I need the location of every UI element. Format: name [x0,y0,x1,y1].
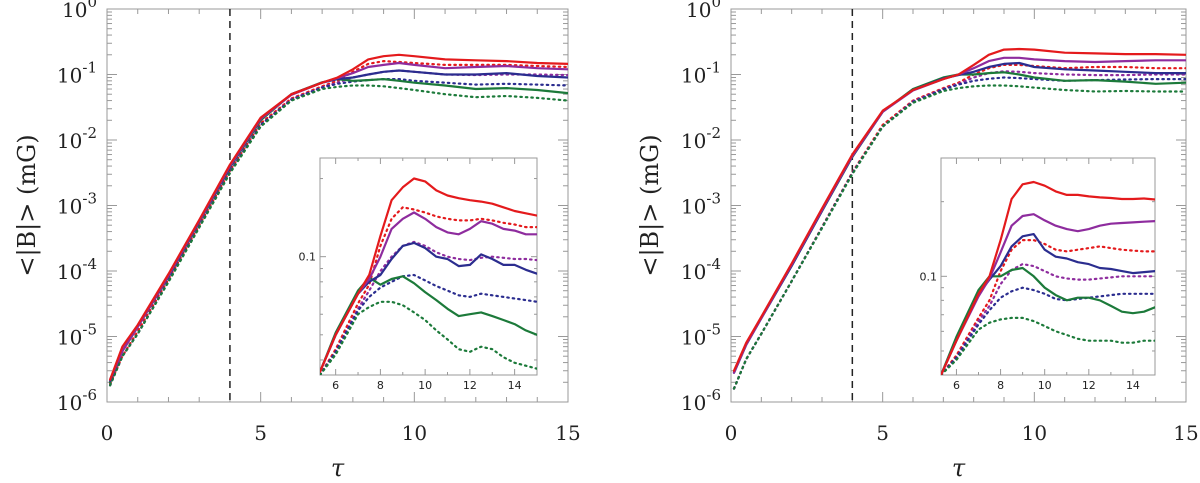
y-tick-label: 10-6 [681,386,721,415]
x-tick-label: 5 [876,421,889,445]
y-tick-label: 100 [62,0,97,22]
x-tick-label: 15 [1173,421,1198,445]
y-axis-label: <|B|> (mG) [636,134,665,276]
inset-series-red-dotted-line [320,206,537,375]
series-red-solid-line [108,53,568,381]
y-tick-label: 100 [686,0,721,22]
inset-x-tick-label: 12 [463,379,477,392]
inset-series-navy-dotted-line [320,273,537,375]
inset-series-navy-solid-line [320,241,537,373]
inset-x-tick-label: 6 [332,379,339,392]
x-axis-label: τ [952,454,966,482]
inset-series-group [941,180,1155,375]
inset-series-purple-dotted-line [941,263,1155,375]
x-tick-label: 15 [555,421,580,445]
x-tick-label: 0 [101,421,114,445]
inset-x-tick-label: 6 [953,379,960,392]
x-tick-label: 10 [402,421,427,445]
y-tick-label: 10-5 [57,321,97,350]
inset-y-tick-label: 0.1 [920,270,938,283]
inset-x-tick-label: 10 [1038,379,1052,392]
inset-frame [940,157,1156,376]
x-tick-label: 10 [1022,421,1047,445]
inset-x-tick-label: 12 [1082,379,1096,392]
y-tick-label: 10-4 [57,255,97,284]
y-tick-label: 10-3 [57,190,97,219]
series-group [732,47,1186,390]
y-tick-label: 10-4 [681,255,721,284]
y-axis-label: <|B|> (mG) [13,134,42,276]
x-axis-label: τ [331,454,345,482]
inset-series-group [320,177,537,375]
y-tick-label: 10-5 [681,321,721,350]
series-green-dotted-line [108,84,568,387]
inset-series-purple-solid-line [320,211,537,373]
inset-series-red-solid-line [941,180,1155,375]
series-green-dotted-line [732,84,1186,390]
inset-x-tick-label: 10 [418,379,432,392]
inset-left: 6 8 10 12 14 0.1 [299,157,538,392]
y-tick-label: 10-2 [57,124,97,153]
series-navy-dotted-line [108,77,568,387]
series-red-solid-line [732,47,1186,372]
panel-left: 10-6 10-5 10-4 10-3 10-2 10-1 100 0 5 10 15 τ <|B|> … [13,0,581,482]
y-tick-label: 10-1 [681,59,721,88]
inset-x-tick-label: 14 [1126,379,1140,392]
y-tick-label: 10-3 [681,190,721,219]
inset-series-red-dotted-line [941,239,1155,375]
series-group [108,53,568,387]
y-tick-label: 10-1 [57,59,97,88]
x-tick-label: 0 [725,421,738,445]
y-tick-label: 10-2 [681,124,721,153]
inset-series-green-dotted-line [941,316,1155,375]
inset-series-red-solid-line [320,177,537,373]
inset-frame [319,157,538,376]
series-red-dotted-line [108,59,568,385]
y-tick-label: 10-6 [57,386,97,415]
inset-x-tick-label: 14 [508,379,522,392]
x-tick-label: 5 [254,421,267,445]
inset-right: 6 8 10 12 14 0.1 [920,157,1156,392]
inset-series-purple-dotted-line [320,240,537,375]
inset-y-tick-label: 0.1 [299,251,317,264]
inset-x-tick-label: 8 [377,379,384,392]
inset-series-purple-solid-line [941,213,1155,375]
inset-x-tick-label: 8 [997,379,1004,392]
panel-right: 10-6 10-5 10-4 10-3 10-2 10-1 100 0 5 10 15 τ <|B|> … [636,0,1199,482]
